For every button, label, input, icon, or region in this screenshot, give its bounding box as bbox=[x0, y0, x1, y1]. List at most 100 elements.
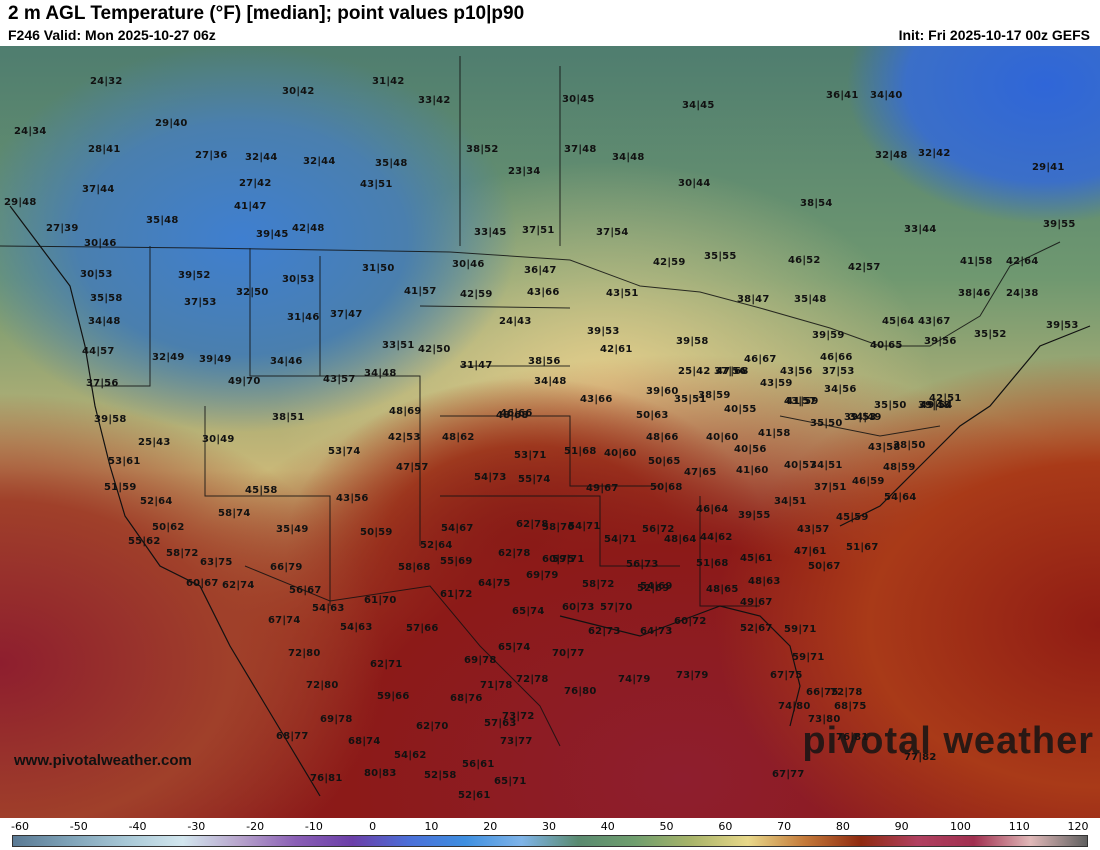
point-value-label: 32|44 bbox=[303, 156, 336, 167]
temperature-map[interactable]: 24|32 30|42 31|42 33|42 30|45 34|45 36|41 34|40… bbox=[0, 46, 1100, 818]
point-value-label: 27|36 bbox=[195, 150, 228, 161]
point-value-label: 48|59 bbox=[883, 462, 916, 473]
point-value-label: 72|80 bbox=[288, 648, 321, 659]
point-value-label: 41|57 bbox=[404, 286, 437, 297]
point-value-label: 39|48 bbox=[918, 400, 951, 411]
point-value-label: 62|71 bbox=[370, 659, 403, 670]
point-value-label: 68|77 bbox=[276, 731, 309, 742]
point-value-label: 35|51 bbox=[674, 394, 707, 405]
point-value-label: 43|57 bbox=[797, 524, 830, 535]
point-value-label: 62|78 bbox=[498, 548, 531, 559]
point-value-label: 35|58 bbox=[90, 293, 123, 304]
point-value-label: 25|42 bbox=[678, 366, 711, 377]
point-value-label: 45|64 bbox=[882, 316, 915, 327]
point-value-label: 36|47 bbox=[524, 265, 557, 276]
point-value-label: 46|59 bbox=[852, 476, 885, 487]
point-value-label: 43|58 bbox=[868, 442, 901, 453]
point-value-label: 58|76 bbox=[542, 522, 575, 533]
point-value-label: 34|48 bbox=[364, 368, 397, 379]
colorbar-tick-label: 0 bbox=[369, 820, 377, 833]
point-value-label: 24|43 bbox=[499, 316, 532, 327]
point-value-label: 48|64 bbox=[664, 534, 697, 545]
point-value-label: 58|72 bbox=[166, 548, 199, 559]
point-value-label: 40|56 bbox=[734, 444, 767, 455]
point-value-label: 50|68 bbox=[650, 482, 683, 493]
point-value-label: 43|57 bbox=[323, 374, 356, 385]
point-value-label: 32|49 bbox=[152, 352, 185, 363]
point-value-label: 46|66 bbox=[820, 352, 853, 363]
point-value-label: 38|47 bbox=[737, 294, 770, 305]
colorbar bbox=[12, 835, 1088, 847]
point-value-label: 44|62 bbox=[700, 532, 733, 543]
point-value-label: 56|67 bbox=[289, 585, 322, 596]
point-value-label: 51|68 bbox=[696, 558, 729, 569]
point-value-label: 37|56 bbox=[714, 366, 747, 377]
point-value-label: 43|59 bbox=[760, 378, 793, 389]
point-value-label: 43|51 bbox=[606, 288, 639, 299]
point-value-label: 39|45 bbox=[256, 229, 289, 240]
point-value-label: 41|60 bbox=[736, 465, 769, 476]
point-value-label: 23|34 bbox=[508, 166, 541, 177]
point-value-label: 42|59 bbox=[460, 289, 493, 300]
point-value-label: 24|32 bbox=[90, 76, 123, 87]
point-value-label: 77|82 bbox=[904, 752, 937, 763]
colorbar-tick-label: 20 bbox=[483, 820, 498, 833]
point-value-label: 59|71 bbox=[792, 652, 825, 663]
point-value-label: 33|51 bbox=[382, 340, 415, 351]
point-value-label: 66|79 bbox=[270, 562, 303, 573]
point-value-label: 68|75 bbox=[834, 701, 867, 712]
point-value-label: 32|48 bbox=[875, 150, 908, 161]
colorbar-tick-label: -50 bbox=[69, 820, 88, 833]
point-value-label: 48|63 bbox=[748, 576, 781, 587]
point-value-label: 47|57 bbox=[396, 462, 429, 473]
point-value-label: 39|59 bbox=[812, 330, 845, 341]
point-value-label: 35|50 bbox=[810, 418, 843, 429]
point-value-label: 39|53 bbox=[587, 326, 620, 337]
point-value-label: 38|56 bbox=[528, 356, 561, 367]
point-value-label: 73|77 bbox=[500, 736, 533, 747]
point-value-label: 52|64 bbox=[420, 540, 453, 551]
point-value-label: 37|44 bbox=[82, 184, 115, 195]
point-value-label: 40|60 bbox=[604, 448, 637, 459]
colorbar-tick-label: -60 bbox=[11, 820, 29, 833]
point-value-label: 32|44 bbox=[245, 152, 278, 163]
point-value-label: 43|56 bbox=[336, 493, 369, 504]
point-value-label: 46|67 bbox=[744, 354, 777, 365]
colorbar-tick-label: -10 bbox=[304, 820, 323, 833]
point-value-label: 38|52 bbox=[466, 144, 499, 155]
point-value-label: 34|45 bbox=[682, 100, 715, 111]
colorbar-tick-label: 110 bbox=[1008, 820, 1030, 833]
point-value-label: 33|44 bbox=[904, 224, 937, 235]
point-value-label: 58|74 bbox=[218, 508, 251, 519]
point-value-label: 30|46 bbox=[452, 259, 485, 270]
point-value-label: 41|58 bbox=[960, 256, 993, 267]
map-background bbox=[0, 46, 1100, 818]
point-value-label: 40|55 bbox=[724, 404, 757, 415]
point-value-label: 37|51 bbox=[522, 225, 555, 236]
point-value-label: 41|58 bbox=[758, 428, 791, 439]
point-value-label: 29|41 bbox=[1032, 162, 1065, 173]
point-value-label: 74|80 bbox=[778, 701, 811, 712]
point-value-label: 56|61 bbox=[462, 759, 495, 770]
point-value-label: 71|78 bbox=[480, 680, 513, 691]
point-value-label: 53|61 bbox=[108, 456, 141, 467]
point-value-label: 32|50 bbox=[236, 287, 269, 298]
point-value-label: 60|67 bbox=[186, 578, 219, 589]
point-value-label: 34|51 bbox=[810, 460, 843, 471]
point-value-label: 43|51 bbox=[360, 179, 393, 190]
point-value-label: 42|50 bbox=[418, 344, 451, 355]
point-value-label: 35|48 bbox=[375, 158, 408, 169]
point-value-label: 52|64 bbox=[140, 496, 173, 507]
point-value-label: 50|63 bbox=[636, 410, 669, 421]
point-value-label: 31|50 bbox=[362, 263, 395, 274]
colorbar-tick-label: 60 bbox=[718, 820, 733, 833]
colorbar-tick-label: 100 bbox=[949, 820, 971, 833]
point-value-label: 65|74 bbox=[498, 642, 531, 653]
point-value-label: 30|42 bbox=[282, 86, 315, 97]
point-value-label: 54|69 bbox=[640, 581, 673, 592]
point-value-label: 42|48 bbox=[292, 223, 325, 234]
point-value-label: 53|71 bbox=[514, 450, 547, 461]
point-value-label: 51|59 bbox=[104, 482, 137, 493]
point-value-label: 49|54 bbox=[920, 400, 953, 411]
point-value-label: 34|48 bbox=[534, 376, 567, 387]
